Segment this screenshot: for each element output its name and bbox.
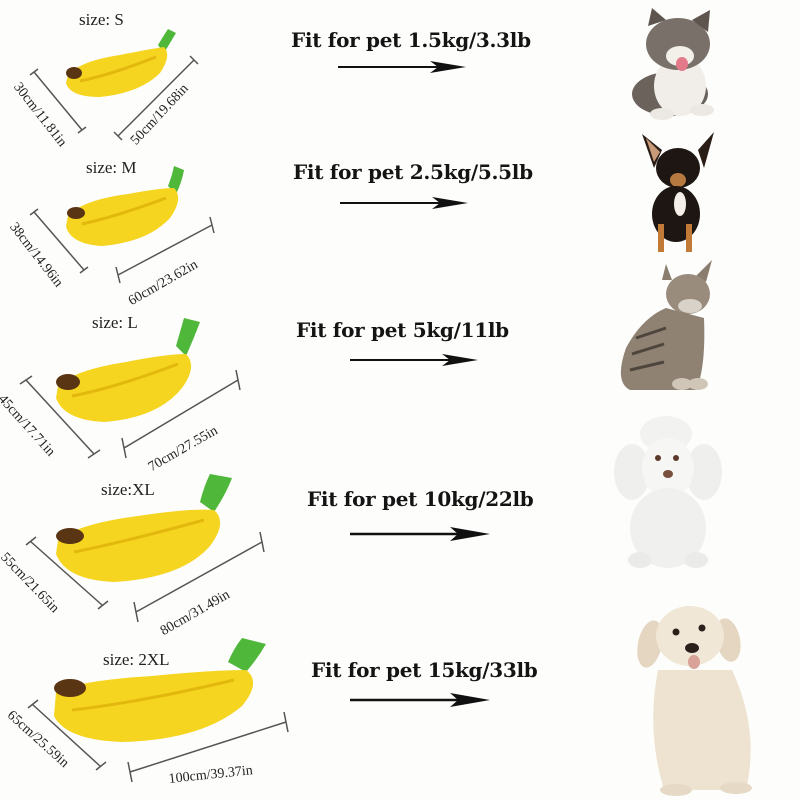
banana-bed-image — [56, 318, 200, 422]
poodle-image — [614, 416, 722, 568]
banana-bed-image — [54, 638, 266, 742]
length-dimension-line — [115, 216, 215, 284]
banana-bed-image — [66, 29, 176, 97]
banana-bed-image — [66, 166, 184, 246]
length-dimension-line — [133, 531, 265, 623]
length-dimension-line — [127, 711, 289, 783]
fit-weight-text: Fit for pet 15kg/33lb — [311, 658, 538, 682]
width-dimension-line — [29, 208, 89, 274]
arrow-right-icon — [350, 354, 478, 366]
width-dimension-line — [27, 699, 107, 771]
tabby-cat-image — [620, 260, 712, 390]
size-label: size:XL — [101, 480, 155, 499]
fit-weight-text: Fit for pet 5kg/11lb — [296, 318, 509, 342]
fit-weight-text: Fit for pet 10kg/22lb — [307, 487, 534, 511]
width-dimension-line — [19, 375, 101, 459]
size-label: size: 2XL — [103, 650, 170, 669]
length-dimension-line — [121, 369, 241, 459]
golden-retriever-image — [637, 606, 752, 796]
kitten-image — [632, 8, 714, 120]
size-label: size: L — [92, 313, 138, 332]
chihuahua-image — [642, 132, 714, 252]
width-dimension-line — [29, 68, 87, 134]
fit-weight-text: Fit for pet 1.5kg/3.3lb — [291, 28, 531, 52]
arrow-right-icon — [340, 197, 468, 209]
size-label: size: S — [79, 10, 124, 29]
fit-weight-text: Fit for pet 2.5kg/5.5lb — [293, 160, 533, 184]
length-dimension-line — [113, 55, 199, 141]
banana-bed-image — [56, 474, 232, 582]
arrow-right-icon — [350, 527, 490, 541]
size-label: size: M — [86, 158, 137, 177]
arrow-right-icon — [350, 693, 490, 707]
arrow-right-icon — [338, 61, 466, 73]
width-dimension-line — [25, 536, 109, 610]
